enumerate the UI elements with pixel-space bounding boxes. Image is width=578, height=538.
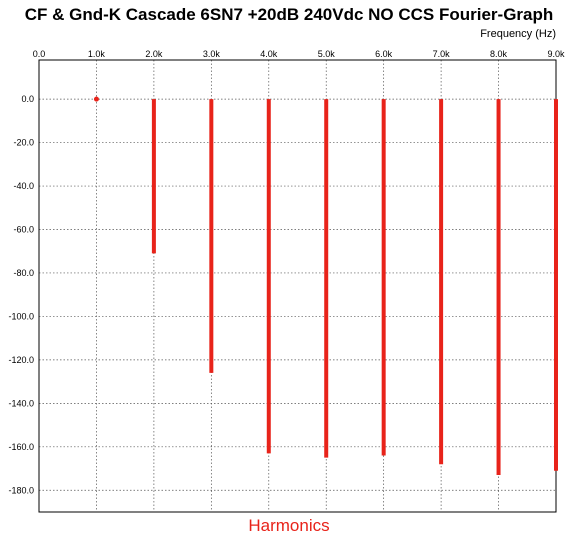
y-tick-labels: 0.0 -20.0 -40.0 -60.0 -80.0 -100.0 -120.0 -140.… xyxy=(8,94,34,495)
y-tick-label: -140.0 xyxy=(8,398,34,408)
y-tick-label: -120.0 xyxy=(8,355,34,365)
chart-title: CF & Gnd-K Cascade 6SN7 +20dB 240Vdc NO … xyxy=(24,5,554,24)
x-tick-label: 9.0k xyxy=(547,49,565,59)
x-tick-label: 4.0k xyxy=(260,49,278,59)
x-tick-label: 3.0k xyxy=(203,49,221,59)
y-tick-label: -80.0 xyxy=(13,268,34,278)
x-tick-label: 7.0k xyxy=(433,49,451,59)
y-tick-label: -180.0 xyxy=(8,485,34,495)
x-tick-label: 1.0k xyxy=(88,49,106,59)
y-tick-label: -40.0 xyxy=(13,181,34,191)
y-tick-label: -20.0 xyxy=(13,138,34,148)
harmonics-label: Harmonics xyxy=(248,516,330,535)
plot-frame xyxy=(38,59,557,513)
y-tick-label: 0.0 xyxy=(21,94,34,104)
harmonic-bar-fundamental xyxy=(93,96,99,102)
x-axis-label: Frequency (Hz) xyxy=(480,28,556,40)
x-tick-label: 8.0k xyxy=(490,49,508,59)
x-tick-labels: 0.0 1.0k 2.0k 3.0k 4.0k 5.0k 6.0k 7.0k 8.0k 9.0k xyxy=(33,49,565,59)
grid xyxy=(39,60,556,512)
x-tick-label: 0.0 xyxy=(33,49,46,59)
y-tick-label: -60.0 xyxy=(13,225,34,235)
x-tick-label: 2.0k xyxy=(145,49,163,59)
x-tick-label: 6.0k xyxy=(375,49,393,59)
x-tick-label: 5.0k xyxy=(318,49,336,59)
y-tick-label: -160.0 xyxy=(8,442,34,452)
harmonic-bars xyxy=(93,96,558,476)
y-tick-label: -100.0 xyxy=(8,311,34,321)
